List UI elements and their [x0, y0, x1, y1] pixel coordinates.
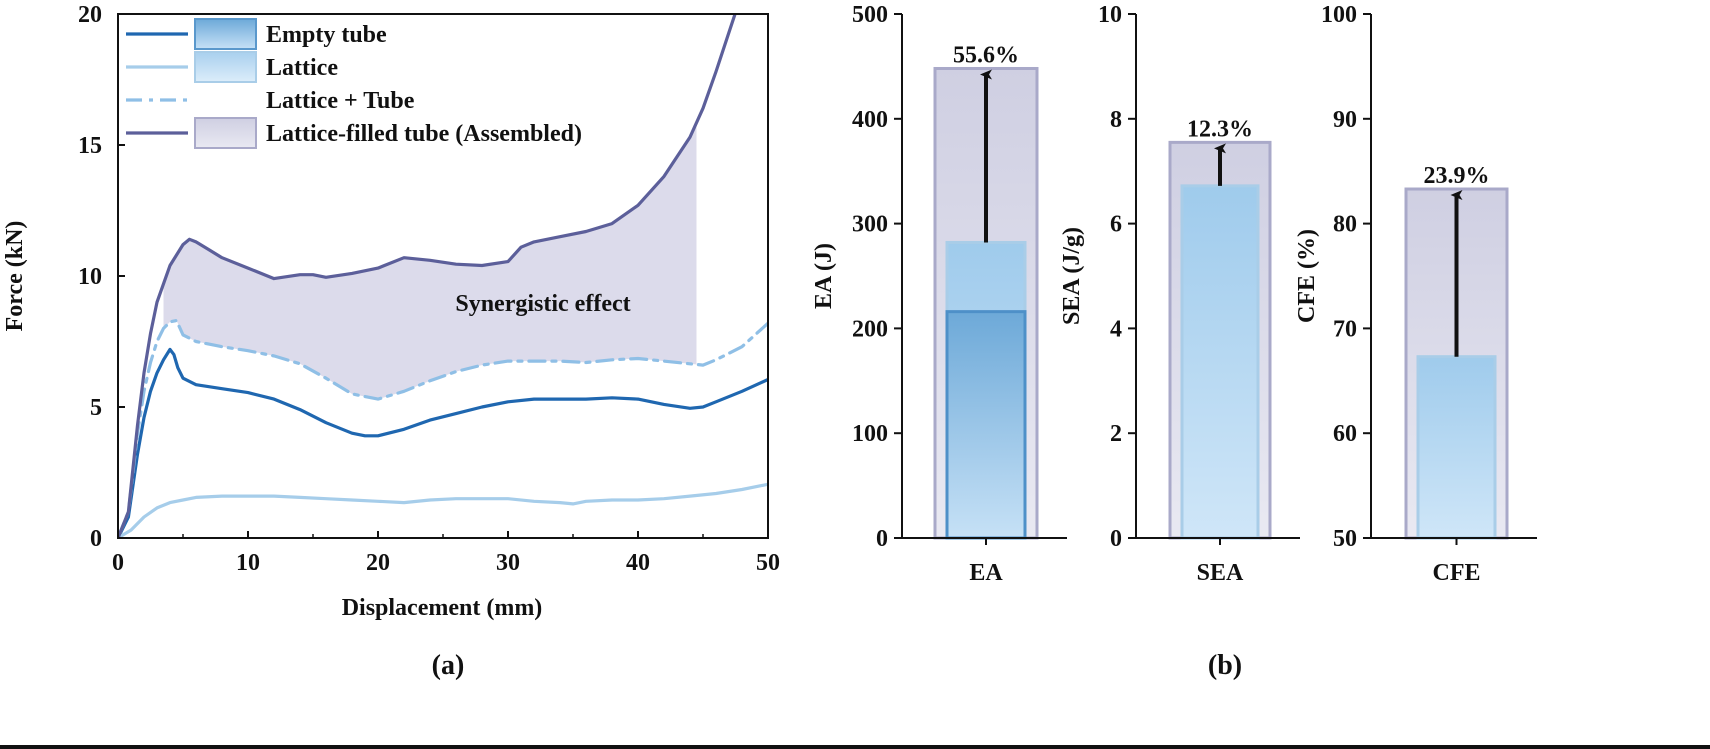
y-tick-label: 20: [78, 2, 102, 28]
y-axis-label: Force (kN): [2, 221, 28, 332]
y-tick-label: 300: [852, 212, 888, 238]
series-line-2: [118, 482, 768, 539]
y-tick-label: 10: [78, 264, 102, 290]
series-line-3: [118, 318, 768, 539]
y-tick-label: 500: [852, 2, 888, 28]
bar-cfe-2: [1416, 355, 1497, 540]
x-tick-label: 0: [112, 550, 124, 576]
y-tick-label: 10: [1098, 2, 1122, 28]
bar-sea-2: [1180, 184, 1260, 540]
synergy-annotation: Synergistic effect: [455, 291, 630, 317]
x-tick-label: 20: [366, 550, 390, 576]
ea-y-axis-label: EA (J): [811, 243, 837, 309]
y-tick-label: 0: [90, 526, 102, 552]
sea-bar-chart: 12.3% 0 2 4 6 8 10 SEA: [1098, 2, 1300, 586]
legend-swatch-2: [194, 51, 257, 83]
y-tick-label: 50: [1333, 526, 1357, 552]
y-tick-label: 100: [1321, 2, 1357, 28]
y-tick-label: 60: [1333, 421, 1357, 447]
panel-label-a: (a): [432, 650, 465, 681]
y-tick-label: 0: [876, 526, 888, 552]
x-tick-label: 40: [626, 550, 650, 576]
x-tick-label: 50: [756, 550, 780, 576]
panel-label-b: (b): [1208, 650, 1242, 681]
y-tick-label: 400: [852, 107, 888, 133]
y-tick-label: 0: [1110, 526, 1122, 552]
legend-label-2: Lattice: [266, 55, 338, 81]
legend-label-1: Empty tube: [266, 22, 387, 48]
legend-label-3: Lattice + Tube: [266, 88, 415, 114]
x-tick-label: 30: [496, 550, 520, 576]
x-axis-label: Displacement (mm): [342, 595, 543, 621]
category-label: EA: [969, 560, 1003, 586]
bottom-rule: [0, 745, 1710, 749]
category-label: CFE: [1433, 560, 1481, 586]
line-chart-axes: 0 10 20 30 40 50 0 5 10 15 20: [78, 2, 780, 576]
line-series-group: [118, 13, 768, 539]
y-tick-label: 2: [1110, 421, 1122, 447]
y-tick-label: 6: [1110, 212, 1122, 238]
series-line-4: [118, 13, 738, 539]
category-label: SEA: [1197, 560, 1244, 586]
cfe-bar-chart: 23.9% 50 60 70 80 90 100 CFE: [1321, 2, 1537, 586]
y-tick-label: 90: [1333, 107, 1357, 133]
bar-ea-3: [945, 310, 1027, 540]
y-tick-label: 200: [852, 316, 888, 342]
cfe-y-axis-label: CFE (%): [1294, 229, 1320, 323]
y-tick-label: 100: [852, 421, 888, 447]
series-line-1: [118, 347, 768, 539]
legend: Empty tube Lattice Lattice + Tube Lattice-f…: [126, 18, 582, 149]
legend-label-4: Lattice-filled tube (Assembled): [266, 121, 582, 147]
y-tick-label: 80: [1333, 212, 1357, 238]
y-tick-label: 15: [78, 133, 102, 159]
increase-percentage-label: 12.3%: [1187, 116, 1253, 142]
x-tick-label: 10: [236, 550, 260, 576]
sea-y-axis-label: SEA (J/g): [1059, 227, 1085, 325]
y-tick-label: 4: [1110, 316, 1122, 342]
legend-swatch-1: [194, 18, 257, 50]
y-tick-label: 8: [1110, 107, 1122, 133]
increase-percentage-label: 55.6%: [953, 42, 1019, 68]
y-tick-label: 5: [90, 395, 102, 421]
increase-percentage-label: 23.9%: [1424, 163, 1490, 189]
legend-swatch-4: [194, 117, 257, 149]
line-chart-panel: 0 10 20 30 40 50 0 5 10 15 20 Synergistic effect D…: [2, 2, 780, 681]
ea-bar-chart: 55.6% 0 100 200 300 400 500 EA: [852, 2, 1067, 586]
bar-chart-panel: 55.6% 0 100 200 300 400 500 EA 12.3% 0 2 4 6 8 10 SEA …: [811, 2, 1537, 681]
y-tick-label: 70: [1333, 316, 1357, 342]
